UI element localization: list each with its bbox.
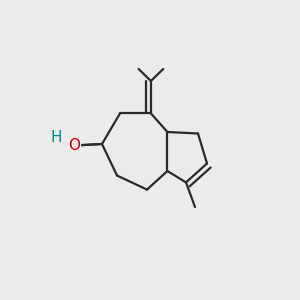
Text: H: H [51, 130, 62, 146]
Text: O: O [68, 138, 80, 153]
